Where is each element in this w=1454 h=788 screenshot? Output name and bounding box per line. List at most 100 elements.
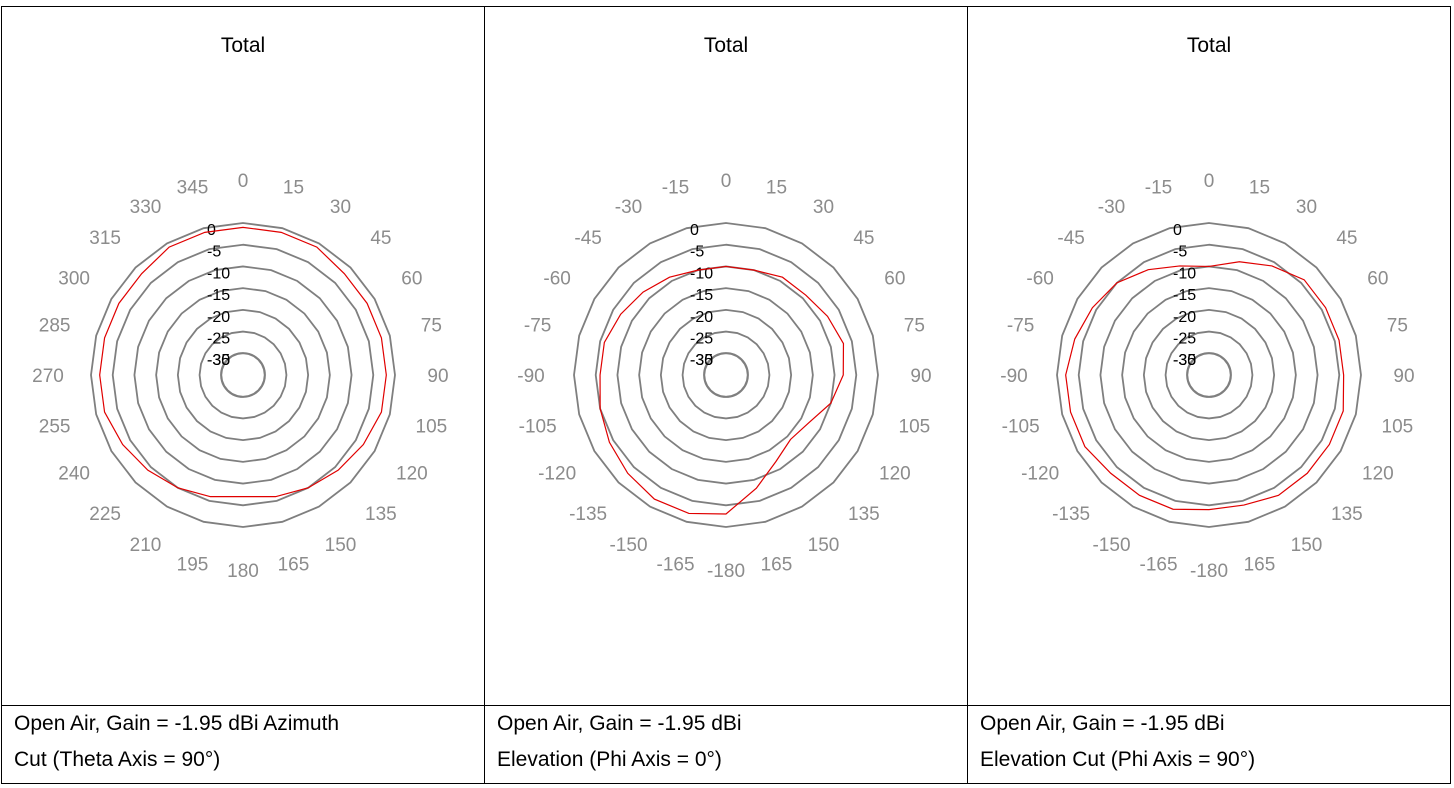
ring-label: -35 [207, 352, 230, 369]
angle-tick-label: 270 [32, 366, 64, 387]
angle-tick-label: 60 [1367, 269, 1388, 290]
ring-labels: 0 -5 -10 -15 -20 -25 -30-35 [690, 222, 713, 369]
angle-tick-label: -60 [1026, 269, 1053, 290]
caption-cell-1: Open Air, Gain = -1.95 dBi Azimuth Cut (… [1, 705, 485, 784]
ring-labels: 0 -5 -10 -15 -20 -25 -30-35 [207, 222, 230, 369]
grid-rings [1056, 222, 1362, 528]
angle-tick-label: 15 [283, 178, 304, 199]
angle-tick-label: 150 [325, 535, 357, 556]
grid-ring [1056, 222, 1362, 528]
angle-tick-label: 0 [721, 171, 732, 192]
angle-tick-label: 60 [401, 269, 422, 290]
angle-tick-label: 105 [899, 416, 931, 437]
grid-ring [573, 222, 879, 528]
angle-tick-label: 300 [58, 269, 90, 290]
angle-tick-label: 45 [1336, 228, 1357, 249]
ring-label: -10 [207, 265, 230, 282]
ring-label: -10 [690, 265, 713, 282]
grid-ring [198, 330, 288, 420]
angle-tick-label: 30 [813, 197, 834, 218]
grid-ring [111, 243, 375, 507]
angle-tick-label: -180 [1190, 561, 1228, 582]
ring-label: -35 [1173, 352, 1196, 369]
angle-tick-label: 90 [910, 366, 931, 387]
caption-line-2: Elevation Cut (Phi Axis = 90°) [980, 748, 1256, 771]
grid-ring [1099, 265, 1319, 485]
angle-tick-label: 165 [278, 554, 310, 575]
grid-ring-center [1186, 352, 1232, 398]
angle-tick-label: -135 [1052, 504, 1090, 525]
angle-tick-label: -150 [1092, 535, 1130, 556]
angle-tick-label: 135 [848, 504, 880, 525]
ring-label: 0 [207, 222, 216, 239]
caption-line-1: Open Air, Gain = -1.95 dBi Azimuth [14, 712, 340, 735]
grid-ring [616, 265, 836, 485]
angle-tick-label: 135 [1331, 504, 1363, 525]
angle-tick-label: 150 [808, 535, 840, 556]
angle-tick-label: 15 [766, 178, 787, 199]
captions-row: Open Air, Gain = -1.95 dBi Azimuth Cut (… [1, 705, 1451, 784]
angle-tick-label: 135 [365, 504, 397, 525]
grid-ring [133, 265, 353, 485]
angle-tick-label: -150 [609, 535, 647, 556]
grid-ring [90, 222, 396, 528]
grid-ring [1077, 243, 1341, 507]
series-line [99, 226, 387, 498]
angle-tick-label: 165 [1244, 554, 1276, 575]
polar-chart-elevation-phi-0: Total0-5-10-15-20-25-30-350-15-30-45-60-… [517, 34, 931, 582]
ring-labels: 0 -5 -10 -15 -20 -25 -30-35 [1173, 222, 1196, 369]
polar-chart-elevation-phi-90: Total0-5-10-15-20-25-30-350-15-30-45-60-… [1000, 34, 1414, 582]
angle-tick-label: 345 [177, 178, 209, 199]
angle-tick-label: 75 [421, 316, 442, 337]
angle-tick-label: 30 [330, 197, 351, 218]
ring-label: -20 [1173, 309, 1196, 326]
angle-tick-label: 315 [89, 228, 121, 249]
ring-label: -25 [690, 331, 713, 348]
angle-tick-label: -60 [543, 269, 570, 290]
angle-tick-label: -15 [662, 178, 689, 199]
angle-tick-label: 45 [853, 228, 874, 249]
grid-rings [573, 222, 879, 528]
angle-tick-label: -120 [1021, 464, 1059, 485]
angle-tick-label: -30 [615, 197, 642, 218]
grid-ring-center [703, 352, 749, 398]
plot-cell-2: Total 0 -5 -10 -15 -20 -25 -30 -35 0 -15 -30 -45 -60-… [484, 6, 968, 706]
polar-chart-azimuth: Total 0 -5 -10 -15 -20 -25 -30-35 0 345 330 315 300 2… [32, 34, 448, 582]
chart-title: Total [704, 34, 748, 57]
ring-label: -15 [690, 287, 713, 304]
angle-tick-label: 90 [427, 366, 448, 387]
ring-label: -15 [1173, 287, 1196, 304]
angle-tick-label: 45 [370, 228, 391, 249]
angle-tick-label: 15 [1249, 178, 1270, 199]
angle-tick-label: 225 [89, 504, 121, 525]
angle-tick-label: 165 [761, 554, 793, 575]
angle-tick-label: 180 [227, 561, 259, 582]
ring-label: -30 [1173, 352, 1196, 369]
angle-tick-label: 120 [879, 464, 911, 485]
caption-line-2: Elevation (Phi Axis = 0°) [497, 748, 722, 771]
ring-label: -5 [1173, 244, 1187, 261]
caption-line-2: Cut (Theta Axis = 90°) [14, 748, 221, 771]
angle-tick-label: -165 [657, 554, 695, 575]
angle-tick-label: -105 [1002, 416, 1040, 437]
angle-tick-label: 255 [39, 416, 71, 437]
angle-tick-label: -105 [519, 416, 557, 437]
chart-title: Total [221, 34, 265, 57]
angle-tick-label: 60 [884, 269, 905, 290]
angle-labels: 0-15-30-45-60-75-90-105-120-135-150-165-… [1000, 171, 1414, 582]
angle-labels: 0-15-30-45-60-75-90-105-120-135-150-165-… [517, 171, 931, 582]
plot-cell-1: Total 0 -5 -10 -15 -20 -25 -30 -35 0 345 330 315 300 2… [1, 6, 485, 706]
ring-label: -35 [690, 352, 713, 369]
angle-tick-label: 105 [1382, 416, 1414, 437]
grid-ring [176, 308, 310, 442]
angle-tick-label: -90 [1000, 366, 1027, 387]
grid-ring [1121, 287, 1297, 463]
ring-label: -10 [1173, 265, 1196, 282]
angle-tick-label: -120 [538, 464, 576, 485]
angle-tick-label: -45 [574, 228, 601, 249]
angle-tick-label: 285 [39, 316, 71, 337]
grid-ring [155, 287, 331, 463]
ring-label: -25 [1173, 331, 1196, 348]
angle-tick-label: 330 [130, 197, 162, 218]
angle-tick-label: 120 [396, 464, 428, 485]
